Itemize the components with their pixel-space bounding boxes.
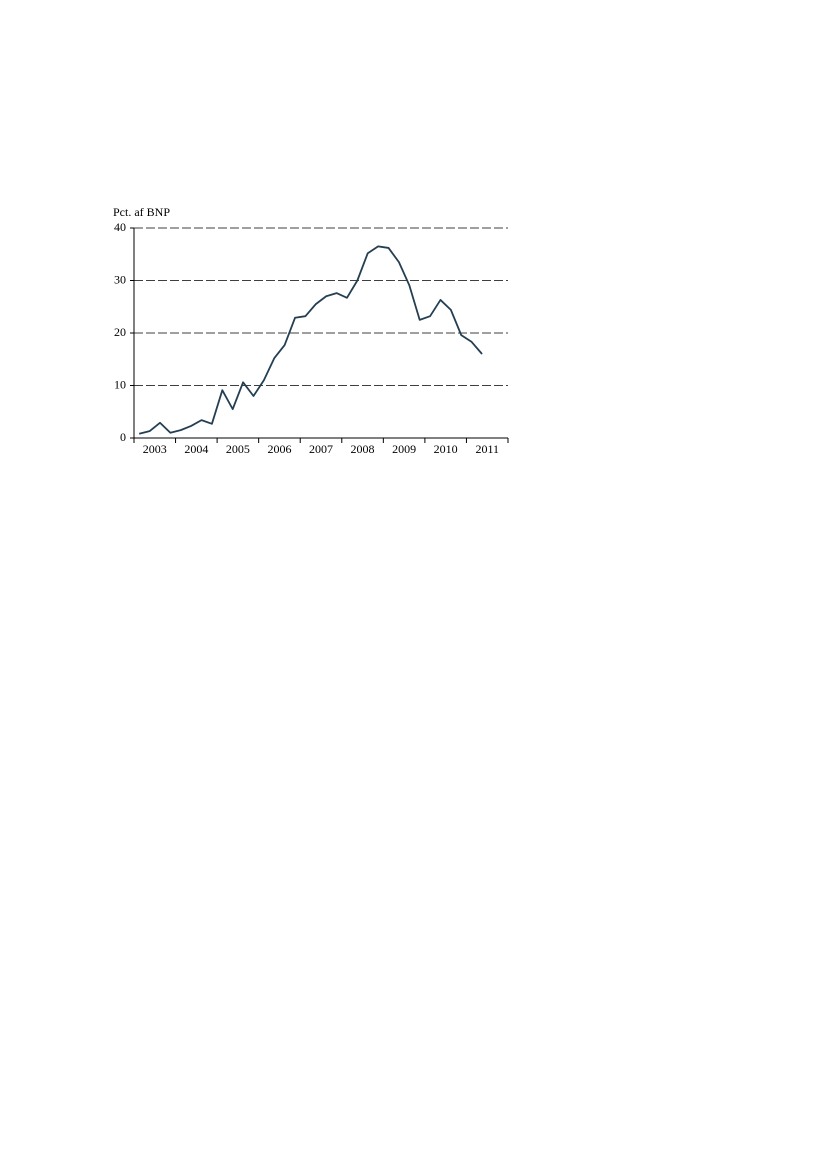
line-series: [138, 245, 483, 435]
x-tick-label: 2008: [351, 442, 375, 456]
x-tick-label: 2007: [309, 442, 333, 456]
x-tick-label: 2010: [434, 442, 458, 456]
x-tick-label: 2006: [267, 442, 291, 456]
x-tick-label: 2003: [143, 442, 167, 456]
y-tick-label: 30: [114, 272, 126, 286]
x-tick-label: 2011: [475, 442, 499, 456]
y-axis-label: Pct. af BNP: [113, 205, 170, 219]
x-tick-label: 2005: [226, 442, 250, 456]
y-tick-label: 40: [114, 220, 126, 234]
y-tick-label: 10: [114, 377, 126, 391]
x-tick-label: 2009: [392, 442, 416, 456]
y-tick-label: 0: [120, 430, 126, 444]
x-tick-label: 2004: [184, 442, 208, 456]
y-tick-label: 20: [114, 325, 126, 339]
